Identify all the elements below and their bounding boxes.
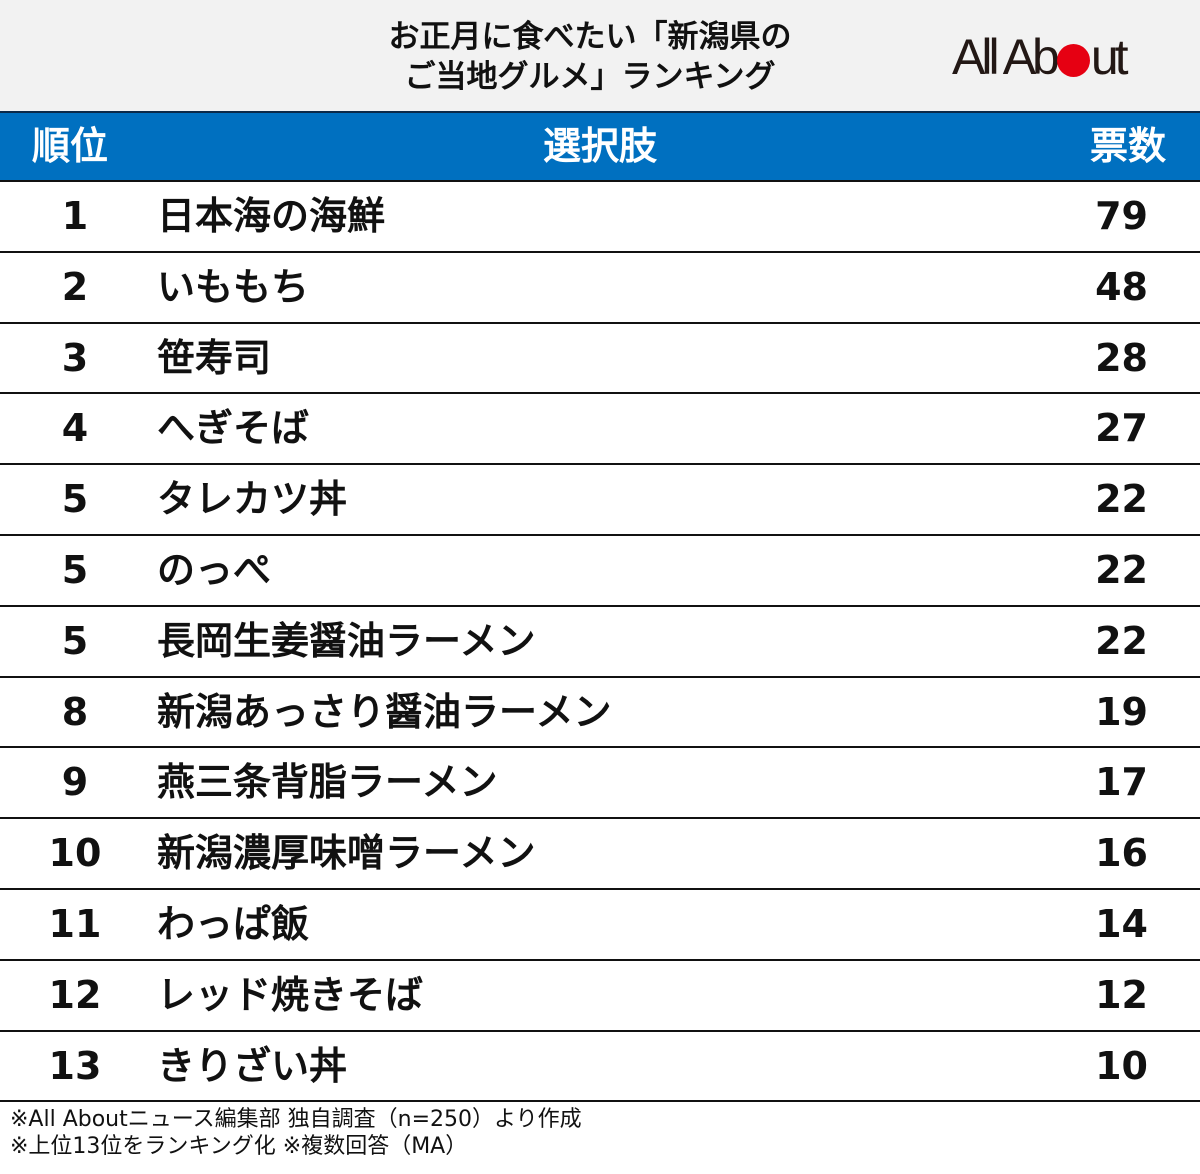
table-row: 1 日本海の海鮮 79	[0, 182, 1200, 253]
logo-text-start: All Ab	[952, 29, 1060, 85]
footer-notes: ※All Aboutニュース編集部 独自調査（n=250）より作成 ※上位13位…	[10, 1106, 582, 1160]
rank-cell: 3	[61, 335, 89, 380]
table-row: 13 きりざい丼 10	[0, 1032, 1200, 1103]
table-row: 11 わっぱ飯 14	[0, 890, 1200, 961]
votes-cell: 14	[1095, 901, 1148, 946]
votes-cell: 22	[1095, 618, 1148, 663]
title-area: お正月に食べたい「新潟県の ご当地グルメ」ランキング All Ab ut	[0, 0, 1200, 111]
logo-text-end: ut	[1090, 29, 1129, 85]
votes-cell: 12	[1095, 972, 1148, 1017]
choice-cell: 新潟濃厚味噌ラーメン	[157, 831, 536, 876]
table-row: 5 のっぺ 22	[0, 536, 1200, 607]
rank-cell: 11	[48, 901, 102, 946]
rank-cell: 1	[61, 194, 89, 238]
chart-title-line1: お正月に食べたい「新潟県の	[388, 19, 792, 55]
table-row: 8 新潟あっさり醤油ラーメン 19	[0, 678, 1200, 749]
choice-cell: タレカツ丼	[157, 477, 348, 522]
all-about-logo: All Ab ut	[952, 29, 1129, 85]
votes-cell: 48	[1095, 264, 1148, 309]
table-row: 9 燕三条背脂ラーメン 17	[0, 748, 1200, 820]
votes-cell: 28	[1095, 335, 1148, 380]
choice-cell: 燕三条背脂ラーメン	[157, 760, 498, 805]
rank-cell: 13	[48, 1043, 102, 1088]
choice-cell: 日本海の海鮮	[157, 194, 386, 238]
chart-title-line2: ご当地グルメ」ランキング	[404, 59, 776, 95]
header-choice: 選択肢	[542, 124, 657, 168]
votes-cell: 22	[1095, 477, 1148, 522]
choice-cell: 新潟あっさり醤油ラーメン	[157, 689, 612, 734]
rank-cell: 2	[61, 264, 89, 309]
rank-cell: 5	[61, 618, 89, 663]
choice-cell: 長岡生姜醤油ラーメン	[157, 618, 536, 663]
rank-cell: 8	[61, 689, 89, 734]
table-row: 3 笹寿司 28	[0, 324, 1200, 395]
table-row: 2 いももち 48	[0, 253, 1200, 324]
header-votes: 票数	[1089, 124, 1166, 168]
table-row: 5 タレカツ丼 22	[0, 465, 1200, 536]
chart-title: お正月に食べたい「新潟県の ご当地グルメ」ランキング	[330, 17, 850, 97]
choice-cell: 笹寿司	[157, 335, 272, 380]
votes-cell: 10	[1095, 1043, 1148, 1088]
rank-cell: 5	[61, 547, 89, 592]
table-row: 5 長岡生姜醤油ラーメン 22	[0, 607, 1200, 678]
rank-cell: 10	[48, 831, 102, 876]
table-row: 12 レッド焼きそば 12	[0, 961, 1200, 1032]
votes-cell: 16	[1095, 831, 1148, 876]
votes-cell: 27	[1095, 406, 1148, 451]
table-header: 選択肢 順位 票数	[0, 111, 1200, 182]
choice-cell: きりざい丼	[157, 1043, 348, 1088]
votes-cell: 17	[1095, 760, 1148, 805]
ranking-table-body: 1 日本海の海鮮 79 2 いももち 48 3 笹寿司 28 4 へぎそば 27…	[0, 182, 1200, 1103]
votes-cell: 22	[1095, 547, 1148, 592]
table-row: 10 新潟濃厚味噌ラーメン 16	[0, 819, 1200, 890]
votes-cell: 19	[1095, 689, 1148, 734]
votes-cell: 79	[1095, 194, 1148, 238]
footer-note-source: ※All Aboutニュース編集部 独自調査（n=250）より作成	[10, 1107, 582, 1132]
choice-cell: のっぺ	[157, 547, 272, 592]
rank-cell: 12	[48, 972, 102, 1017]
choice-cell: いももち	[157, 264, 310, 309]
rank-cell: 4	[61, 406, 89, 451]
logo-red-dot-icon	[1056, 44, 1090, 77]
table-row: 4 へぎそば 27	[0, 394, 1200, 466]
footer-note-method: ※上位13位をランキング化 ※複数回答（MA）	[10, 1134, 468, 1159]
choice-cell: へぎそば	[157, 406, 310, 451]
rank-cell: 9	[61, 760, 89, 805]
header-rank: 順位	[32, 124, 109, 168]
rank-cell: 5	[61, 477, 89, 522]
choice-cell: レッド焼きそば	[157, 972, 424, 1017]
choice-cell: わっぱ飯	[157, 901, 310, 946]
